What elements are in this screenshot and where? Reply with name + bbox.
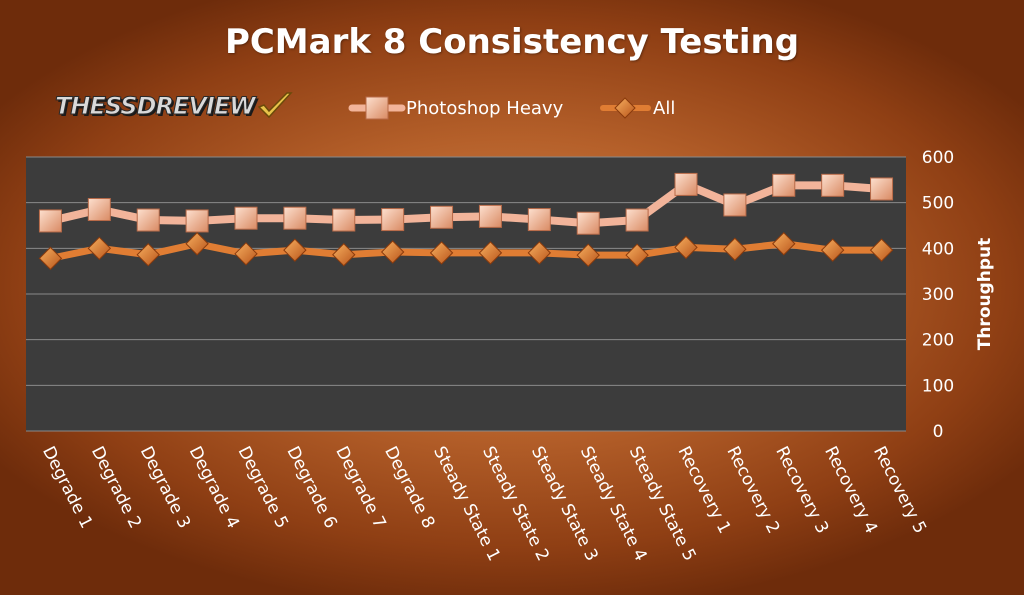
x-tick-label: Degrade 5 xyxy=(234,443,292,532)
photoshop-point xyxy=(283,206,307,230)
all-point xyxy=(674,235,698,260)
x-tick-label: Degrade 8 xyxy=(380,443,438,532)
photoshop-point xyxy=(821,173,845,197)
x-tick-label: Degrade 2 xyxy=(87,443,145,532)
all-point xyxy=(136,243,160,267)
all-point xyxy=(332,243,356,267)
y-tick-label: 100 xyxy=(922,376,954,396)
photoshop-point xyxy=(674,172,698,196)
photoshop-point xyxy=(136,208,160,232)
photoshop-point xyxy=(234,206,258,230)
photoshop-point xyxy=(723,193,747,217)
all-point xyxy=(185,232,209,256)
legend-marker-diamond xyxy=(614,97,636,119)
legend-label-photoshop: Photoshop Heavy xyxy=(406,98,564,119)
legend: Photoshop Heavy All xyxy=(348,96,675,120)
all-point xyxy=(283,238,307,262)
photoshop-point xyxy=(870,177,894,201)
photoshop-point xyxy=(430,205,454,229)
checkmark-icon xyxy=(257,92,293,119)
all-point xyxy=(625,243,649,267)
y-axis-ticks: 0 100 200 300 400 500 600 xyxy=(922,148,954,442)
legend-marker-square xyxy=(365,96,389,120)
grid-lines xyxy=(26,156,906,432)
photoshop-point xyxy=(38,209,62,233)
all-point xyxy=(576,243,600,267)
all-point xyxy=(478,241,503,265)
photoshop-point xyxy=(478,204,502,228)
all-point xyxy=(820,238,845,262)
photoshop-point xyxy=(381,208,405,232)
all-point xyxy=(869,238,894,262)
y-axis-label: Throughput xyxy=(975,238,995,351)
all-point xyxy=(723,237,747,261)
all-point xyxy=(772,232,796,256)
x-tick-label: Degrade 7 xyxy=(331,443,389,532)
x-tick-label: Degrade 4 xyxy=(185,443,243,532)
photoshop-point xyxy=(185,209,209,233)
y-tick-label: 200 xyxy=(922,331,954,351)
x-tick-label: Degrade 3 xyxy=(136,443,194,532)
photoshop-point xyxy=(87,198,111,222)
y-tick-label: 300 xyxy=(922,285,954,305)
all-point xyxy=(234,242,258,266)
series-markers xyxy=(38,172,894,271)
logo-text: THESSDREVIEW xyxy=(55,92,257,121)
photoshop-point xyxy=(332,208,356,232)
photoshop-point xyxy=(576,211,600,235)
all-point xyxy=(527,241,552,265)
photoshop-point xyxy=(772,173,796,197)
x-tick-label: Degrade 6 xyxy=(282,443,340,532)
photoshop-point xyxy=(625,208,649,232)
photoshop-point xyxy=(527,208,551,232)
all-point xyxy=(38,246,63,271)
y-tick-label: 400 xyxy=(922,239,954,259)
y-tick-label: 0 xyxy=(933,422,944,442)
all-point xyxy=(429,241,454,265)
y-tick-label: 500 xyxy=(922,194,954,214)
y-tick-label: 600 xyxy=(922,148,954,168)
x-tick-label: Degrade 1 xyxy=(38,443,96,532)
legend-label-all: All xyxy=(653,98,675,119)
all-point xyxy=(87,236,112,261)
chart-title: PCMark 8 Consistency Testing xyxy=(224,22,800,62)
logo: THESSDREVIEW xyxy=(55,88,293,124)
all-point xyxy=(380,240,405,264)
